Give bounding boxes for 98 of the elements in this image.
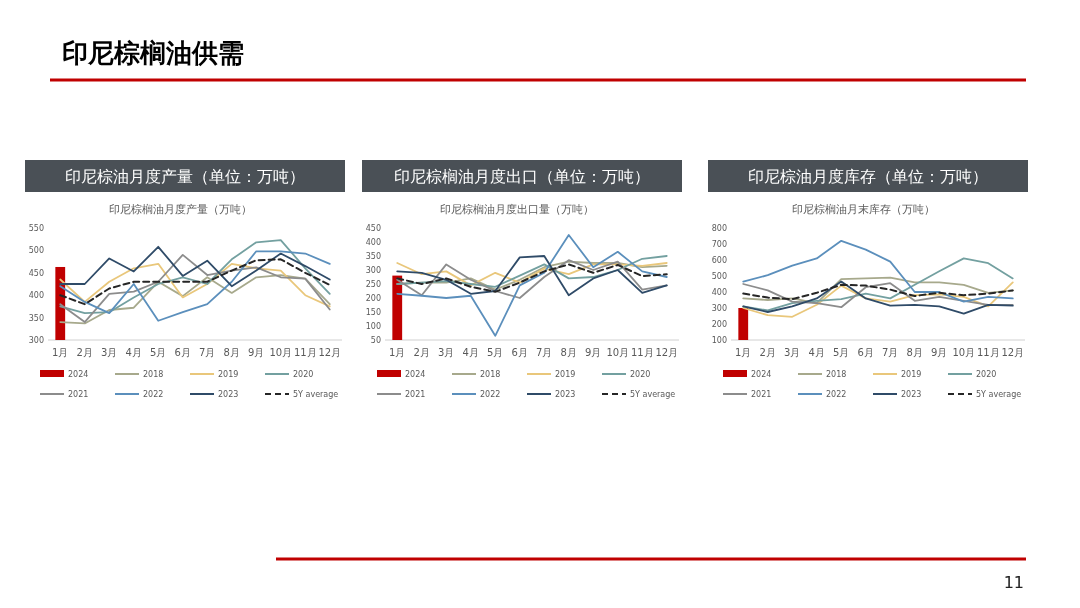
line-series xyxy=(59,274,331,325)
legend-label: 2019 xyxy=(218,370,239,379)
x-tick-label: 1月 xyxy=(735,347,752,358)
x-tick-label: 6月 xyxy=(174,347,191,358)
x-tick-label: 2月 xyxy=(76,347,93,358)
legend-label: 2018 xyxy=(143,370,164,379)
legend-label: 2024 xyxy=(751,370,772,379)
x-tick-label: 8月 xyxy=(906,347,923,358)
y-tick-label: 200 xyxy=(711,320,727,329)
legend-label: 2018 xyxy=(480,370,501,379)
line-series xyxy=(742,282,1014,309)
text: 11 xyxy=(1003,573,1024,592)
legend-label: 5Y average xyxy=(293,390,339,399)
legend-label: 2020 xyxy=(976,370,997,379)
legend-label: 5Y average xyxy=(976,390,1022,399)
legend-label: 2022 xyxy=(826,390,847,399)
y-tick-label: 100 xyxy=(365,322,381,331)
y-tick-label: 300 xyxy=(28,336,44,345)
y-tick-label: 250 xyxy=(365,280,381,289)
x-tick-label: 9月 xyxy=(931,347,948,358)
x-tick-label: 8月 xyxy=(223,347,240,358)
legend-label: 2018 xyxy=(826,370,847,379)
x-tick-label: 1月 xyxy=(52,347,69,358)
legend-label: 2023 xyxy=(901,390,922,399)
line-series xyxy=(59,239,331,315)
x-tick-label: 11月 xyxy=(976,347,1000,358)
x-tick-label: 11月 xyxy=(630,347,654,358)
legend-label: 2023 xyxy=(555,390,576,399)
line-series xyxy=(396,234,668,337)
legend-label: 2022 xyxy=(143,390,164,399)
y-tick-label: 700 xyxy=(711,240,727,249)
x-tick-label: 5月 xyxy=(487,347,504,358)
chart-subtitle: 印尼棕榈油月末库存（万吨） xyxy=(791,203,935,215)
y-tick-label: 800 xyxy=(711,224,727,233)
y-tick-label: 150 xyxy=(365,308,381,317)
y-tick-label: 450 xyxy=(28,268,44,278)
legend-label: 2024 xyxy=(68,370,89,379)
x-tick-label: 9月 xyxy=(585,347,602,358)
x-tick-label: 10月 xyxy=(606,347,630,358)
x-tick-label: 4月 xyxy=(125,347,142,358)
y-tick-label: 300 xyxy=(365,266,381,275)
legend-label: 2021 xyxy=(68,390,89,399)
chart-title: 印尼棕油月度产量（单位：万吨） xyxy=(65,167,305,186)
y-tick-label: 350 xyxy=(365,252,381,261)
chart-subtitle: 印尼棕榈油月度出口量（万吨） xyxy=(440,203,594,215)
x-tick-label: 12月 xyxy=(655,347,679,358)
x-tick-label: 1月 xyxy=(389,347,406,358)
y-tick-label: 500 xyxy=(28,246,44,256)
legend-label: 2023 xyxy=(218,390,239,399)
line-series xyxy=(742,239,1014,303)
x-tick-label: 4月 xyxy=(808,347,825,358)
x-tick-label: 3月 xyxy=(101,347,118,358)
x-tick-label: 8月 xyxy=(560,347,577,358)
y-tick-label: 550 xyxy=(28,224,44,233)
legend-label: 2020 xyxy=(293,370,314,379)
legend-label: 5Y average xyxy=(630,390,676,399)
y-tick-label: 600 xyxy=(711,256,727,265)
x-tick-label: 5月 xyxy=(833,347,850,358)
x-tick-label: 12月 xyxy=(318,347,342,358)
y-tick-label: 300 xyxy=(711,304,727,313)
x-tick-label: 12月 xyxy=(1001,347,1025,358)
chart-title: 印尼棕榈油月度出口（单位：万吨） xyxy=(394,167,650,186)
x-tick-label: 9月 xyxy=(248,347,265,358)
x-tick-label: 6月 xyxy=(857,347,874,358)
x-tick-label: 10月 xyxy=(952,347,976,358)
y-tick-label: 200 xyxy=(365,294,381,303)
y-tick-label: 400 xyxy=(711,288,727,297)
x-tick-label: 2月 xyxy=(759,347,776,358)
x-tick-label: 7月 xyxy=(882,347,899,358)
y-tick-label: 400 xyxy=(365,238,381,247)
legend-label: 2021 xyxy=(751,390,772,399)
x-tick-label: 2月 xyxy=(413,347,430,358)
x-tick-label: 5月 xyxy=(150,347,167,358)
x-tick-label: 11月 xyxy=(293,347,317,358)
legend-label: 2022 xyxy=(480,390,501,399)
x-tick-label: 10月 xyxy=(269,347,293,358)
y-tick-label: 450 xyxy=(365,224,381,233)
x-tick-label: 4月 xyxy=(462,347,479,358)
chart-title: 印尼棕油月度库存（单位：万吨） xyxy=(748,167,988,186)
y-tick-label: 350 xyxy=(28,313,44,323)
legend-label: 2021 xyxy=(405,390,426,399)
x-tick-label: 7月 xyxy=(199,347,216,358)
line-series xyxy=(59,245,331,288)
y-tick-label: 100 xyxy=(711,336,727,345)
x-tick-label: 3月 xyxy=(438,347,455,358)
legend-label: 2019 xyxy=(555,370,576,379)
y-tick-label: 500 xyxy=(711,272,727,281)
legend-label: 2019 xyxy=(901,370,922,379)
x-tick-label: 6月 xyxy=(511,347,528,358)
x-tick-label: 3月 xyxy=(784,347,801,358)
text: 印尼棕榈油供需 xyxy=(62,38,244,68)
y-tick-label: 50 xyxy=(370,336,381,345)
line-series xyxy=(742,283,1014,301)
chart-subtitle: 印尼棕榈油月度产量（万吨） xyxy=(108,203,252,215)
x-tick-label: 7月 xyxy=(536,347,553,358)
y-tick-label: 400 xyxy=(28,291,44,301)
legend-label: 2024 xyxy=(405,370,426,379)
legend-label: 2020 xyxy=(630,370,651,379)
